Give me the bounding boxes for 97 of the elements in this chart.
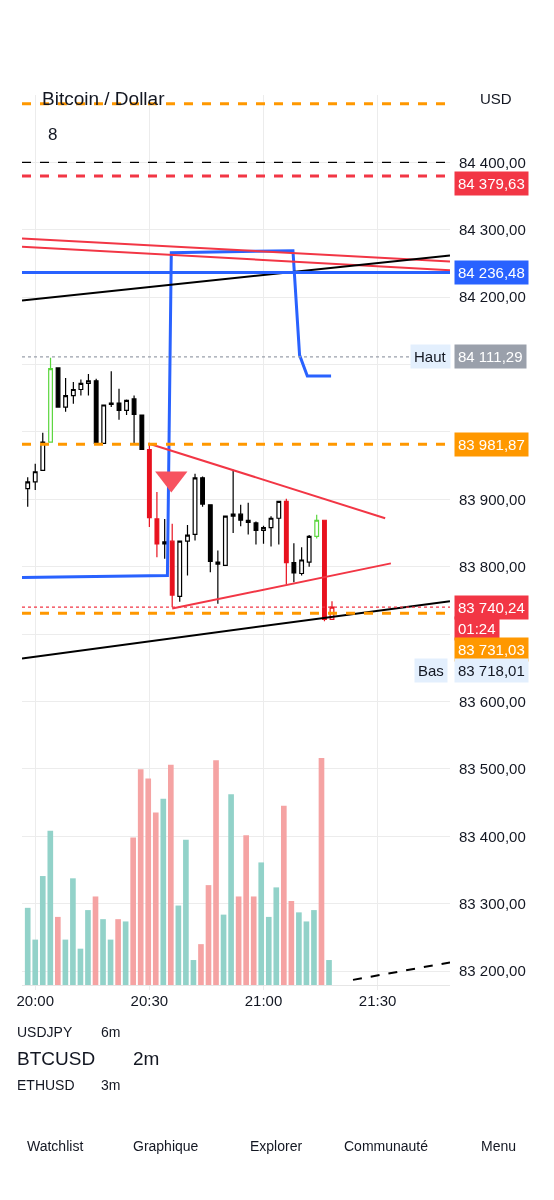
candlestick xyxy=(268,515,274,548)
y-tick-label: 83 900,00 xyxy=(459,490,526,508)
bar xyxy=(250,896,257,985)
candlestick xyxy=(48,357,53,443)
bar xyxy=(160,798,167,985)
candlestick xyxy=(253,521,259,546)
bar xyxy=(168,764,174,985)
candlestick xyxy=(116,388,122,421)
x-tick-label: 20:30 xyxy=(130,992,169,1009)
candlestick xyxy=(101,404,107,445)
bar xyxy=(296,912,302,985)
candlestick xyxy=(322,519,327,622)
candlestick xyxy=(207,504,213,573)
text: Explorer xyxy=(250,1138,303,1154)
ref-line-label: 83 740,24 xyxy=(458,599,525,616)
y-tick-label: 83 800,00 xyxy=(459,558,526,576)
bar xyxy=(198,944,204,985)
bar xyxy=(326,960,332,985)
candlestick xyxy=(108,370,114,408)
x-tick-label: 21:00 xyxy=(244,992,283,1009)
candlestick xyxy=(276,500,282,546)
candlestick xyxy=(283,498,289,585)
bar xyxy=(213,760,219,985)
text: Communauté xyxy=(344,1138,429,1154)
text: USD xyxy=(480,90,512,107)
y-tick-label: 84 400,00 xyxy=(459,153,526,171)
bar xyxy=(281,805,287,985)
text: 2m xyxy=(133,1048,160,1069)
candlestick xyxy=(238,504,244,527)
candlestick xyxy=(299,546,305,577)
ref-line-label: 83 731,03 xyxy=(458,641,525,658)
candlestick xyxy=(192,473,198,542)
y-tick-label: 84 300,00 xyxy=(459,221,526,239)
y-tick-label: 83 400,00 xyxy=(459,827,526,845)
bar xyxy=(70,878,76,985)
ref-line-label: 84 379,63 xyxy=(458,175,525,192)
candlestick xyxy=(200,475,205,508)
candlestick xyxy=(63,377,69,413)
bar xyxy=(130,837,136,985)
candlestick xyxy=(32,463,38,491)
annotation: 8 xyxy=(48,125,58,144)
candlestick xyxy=(40,432,46,471)
candlestick xyxy=(245,502,251,536)
text: 83 718,01 xyxy=(458,662,525,679)
bar xyxy=(152,812,159,985)
candlestick xyxy=(314,514,320,540)
candlestick xyxy=(261,525,266,545)
text: Watchlist xyxy=(27,1138,84,1154)
candlestick xyxy=(306,534,312,568)
text: 3m xyxy=(101,1077,121,1093)
candlestick xyxy=(169,523,175,608)
ref-line-label: 83 981,87 xyxy=(458,436,525,453)
candlestick xyxy=(230,469,236,534)
y-tick-label: 83 500,00 xyxy=(459,760,526,778)
candlestick xyxy=(215,549,221,605)
bar xyxy=(258,862,265,985)
text: USDJPY xyxy=(17,1024,73,1040)
candlestick xyxy=(93,378,99,445)
text: 01:24 xyxy=(458,620,496,637)
text: ETHUSD xyxy=(17,1077,75,1093)
candlestick xyxy=(85,373,91,397)
candlestick xyxy=(154,491,160,558)
candlestick xyxy=(291,542,297,583)
y-tick-label: 83 600,00 xyxy=(459,692,526,710)
candlestick xyxy=(78,378,84,397)
candlestick xyxy=(185,524,190,577)
ref-line-label: 84 111,29 xyxy=(458,348,523,365)
bar xyxy=(85,910,91,985)
candlestick xyxy=(139,414,145,451)
annotation: Haut xyxy=(414,348,447,365)
candlestick xyxy=(177,540,183,603)
y-tick-label: 83 300,00 xyxy=(459,894,526,912)
text: Graphique xyxy=(133,1138,199,1154)
text: 6m xyxy=(101,1024,121,1040)
candlestick xyxy=(222,514,228,567)
bar xyxy=(228,794,234,985)
bar xyxy=(115,919,121,985)
candlestick xyxy=(124,399,129,416)
candlestick xyxy=(162,518,168,560)
bar xyxy=(100,919,106,985)
candlestick xyxy=(55,367,61,408)
bar xyxy=(311,910,317,985)
bar xyxy=(183,839,189,985)
chart-title: Bitcoin / Dollar xyxy=(42,88,166,109)
bar xyxy=(55,916,61,985)
x-tick-label: 20:00 xyxy=(16,992,55,1009)
y-tick-label: 84 200,00 xyxy=(459,288,526,306)
ref-line-label: 84 236,48 xyxy=(458,264,525,281)
bar xyxy=(243,835,249,985)
x-tick-label: 21:30 xyxy=(358,992,397,1009)
candlestick xyxy=(131,394,137,445)
candlestick xyxy=(70,381,76,405)
text: BTCUSD xyxy=(17,1048,96,1069)
y-tick-label: 83 200,00 xyxy=(459,962,526,980)
candlestick xyxy=(25,476,31,508)
annotation: Bas xyxy=(418,662,444,679)
text: Menu xyxy=(481,1138,517,1154)
